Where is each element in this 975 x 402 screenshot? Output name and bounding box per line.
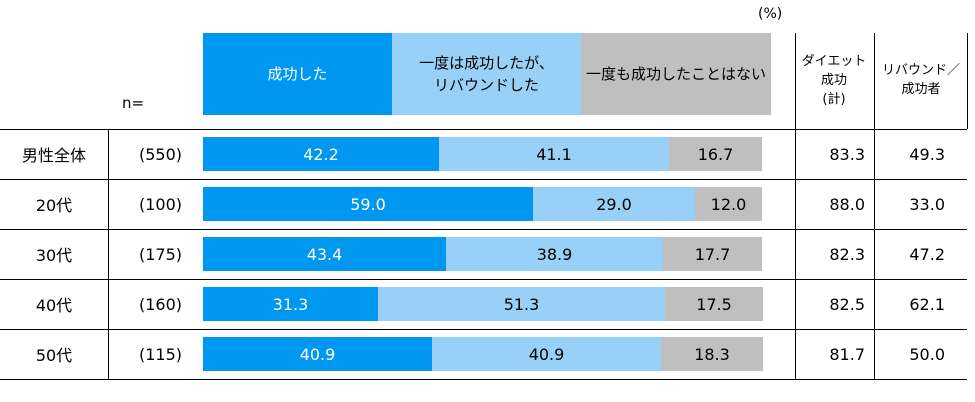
sample-size: (115) (138, 344, 182, 364)
bar-segment: 40.9 (432, 337, 661, 371)
bar-segment: 12.0 (695, 187, 762, 221)
column-divider (874, 33, 875, 129)
column-divider (795, 129, 796, 379)
sample-size: (100) (138, 194, 182, 214)
header-rebound-ratio: リバウンド／ 成功者 (881, 63, 960, 97)
bar-segment: 51.3 (378, 287, 665, 321)
sample-size: (175) (138, 244, 182, 264)
category-label: 男性全体 (21, 146, 86, 165)
header-success-total: ダイエット 成功 (計) (801, 53, 867, 107)
category-label: 20代 (35, 196, 73, 215)
sample-size: (550) (138, 144, 182, 164)
row-divider (0, 329, 967, 330)
bar-segment: 59.0 (203, 187, 533, 221)
rebound-ratio-value: 62.1 (909, 294, 945, 314)
bar-segment: 43.4 (203, 237, 446, 271)
column-divider (795, 33, 796, 129)
legend-item: 一度も成功したことはない (581, 33, 771, 115)
category-label: 40代 (35, 296, 73, 315)
category-label: 30代 (35, 246, 73, 265)
bar-segment: 40.9 (203, 337, 432, 371)
rebound-ratio-value: 47.2 (909, 244, 945, 264)
bar-segment: 17.7 (663, 237, 762, 271)
column-divider (108, 129, 109, 379)
bar-segment: 18.3 (661, 337, 763, 371)
success-total-value: 82.5 (829, 294, 865, 314)
success-total-value: 82.3 (829, 244, 865, 264)
bar-segment: 17.5 (665, 287, 763, 321)
bar-segment: 31.3 (203, 287, 378, 321)
bar-segment: 38.9 (446, 237, 663, 271)
success-total-value: 88.0 (829, 194, 865, 214)
sample-size: (160) (138, 294, 182, 314)
rebound-ratio-value: 49.3 (909, 144, 945, 164)
row-divider (0, 279, 967, 280)
row-divider (0, 179, 967, 180)
column-divider (874, 129, 875, 379)
column-divider (967, 33, 968, 129)
unit-label: (%) (758, 6, 783, 22)
success-total-value: 83.3 (829, 144, 865, 164)
category-label: 50代 (35, 346, 73, 365)
n-label: n= (122, 94, 145, 112)
bar-segment: 16.7 (669, 137, 762, 171)
row-divider (0, 129, 967, 130)
bar-segment: 29.0 (533, 187, 695, 221)
bar-segment: 41.1 (439, 137, 669, 171)
rebound-ratio-value: 50.0 (909, 344, 945, 364)
legend-item: 成功した (203, 33, 392, 115)
legend-item: 一度は成功したが、 リバウンドした (392, 33, 581, 115)
rebound-ratio-value: 33.0 (909, 194, 945, 214)
success-total-value: 81.7 (829, 344, 865, 364)
bar-segment: 42.2 (203, 137, 439, 171)
row-divider (0, 229, 967, 230)
row-divider (0, 379, 967, 380)
